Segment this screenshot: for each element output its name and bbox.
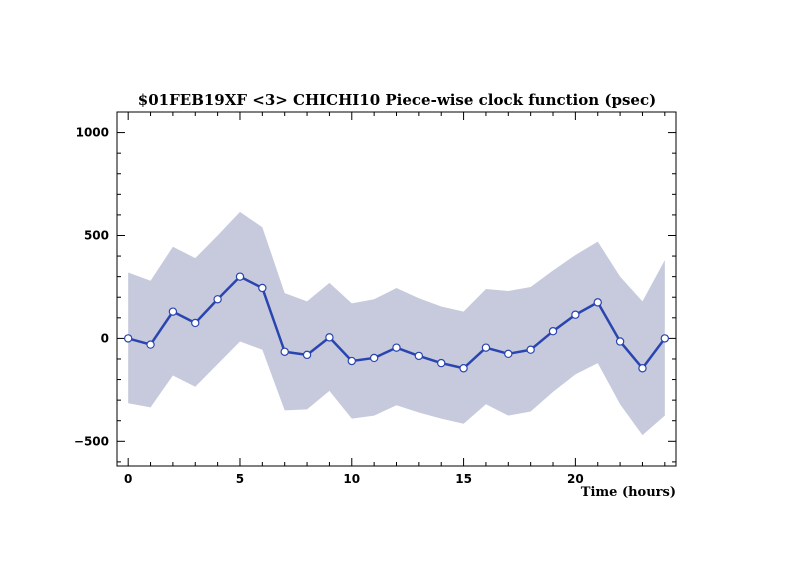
data-point xyxy=(235,272,245,281)
y-tick-label: 0 xyxy=(101,331,109,345)
uncertainty-band xyxy=(128,211,665,436)
data-point xyxy=(213,295,222,304)
data-point xyxy=(660,334,670,343)
confidence-band-layer xyxy=(128,211,665,436)
x-axis-label: Time (hours) xyxy=(581,485,676,500)
data-point xyxy=(437,358,446,368)
data-point xyxy=(459,364,468,373)
data-point xyxy=(414,351,424,361)
data-point xyxy=(392,343,401,352)
data-point xyxy=(168,307,178,316)
chart-title: $01FEB19XF <3> CHICHI10 Piece-wise clock… xyxy=(138,91,656,109)
data-point xyxy=(526,345,535,354)
data-point xyxy=(481,343,491,352)
x-tick-label: 0 xyxy=(124,472,132,486)
data-point xyxy=(280,347,289,356)
y-tick-label: 1000 xyxy=(76,126,109,140)
data-point xyxy=(369,353,379,363)
x-tick-label: 20 xyxy=(567,472,584,486)
data-point xyxy=(615,337,625,346)
data-point xyxy=(123,334,133,343)
data-point xyxy=(191,318,200,328)
data-point xyxy=(325,333,334,342)
x-tick-label: 10 xyxy=(343,472,360,486)
data-points-layer xyxy=(123,272,670,373)
data-point xyxy=(593,298,602,307)
y-tick-label: 500 xyxy=(84,228,109,242)
data-point xyxy=(347,356,356,366)
data-point xyxy=(548,326,558,336)
data-point xyxy=(258,283,267,293)
data-point xyxy=(504,349,513,359)
data-point xyxy=(146,340,155,349)
data-point xyxy=(571,310,580,319)
y-tick-label: −500 xyxy=(74,434,109,448)
data-point xyxy=(638,364,647,373)
axes-layer: 0 5 10 15 20 −500 0 500 1000 xyxy=(74,111,677,486)
x-tick-label: 5 xyxy=(236,472,244,486)
x-tick-label: 15 xyxy=(455,472,472,486)
data-point xyxy=(302,350,312,360)
